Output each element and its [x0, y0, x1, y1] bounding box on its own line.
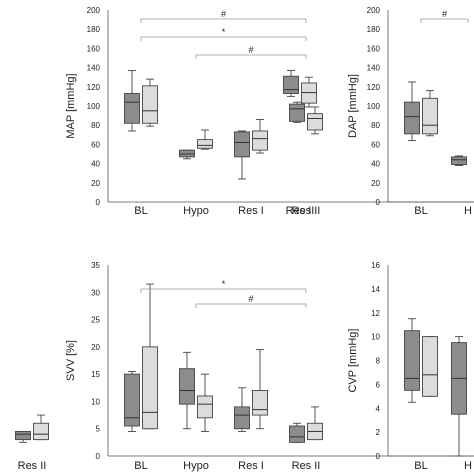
y-tick-label: 180 — [87, 25, 101, 34]
box-iqr — [124, 373, 140, 427]
y-tick-label: 60 — [91, 140, 100, 149]
box-iqr — [404, 330, 420, 391]
y-tick-label: 140 — [87, 64, 101, 73]
y-tick-label: 0 — [376, 198, 381, 207]
box-iqr — [234, 406, 250, 430]
x-category-label: BL — [414, 460, 427, 472]
y-tick-label: 25 — [91, 316, 100, 325]
y-tick-label: 20 — [91, 179, 100, 188]
x-category-label: BL — [414, 205, 427, 217]
box-iqr — [422, 97, 438, 135]
panel-top-left: Res II — [283, 70, 317, 217]
panel-top-right: 0 20 40 60 80 100 120 140 160 180 200 DAP [mmHg] BL H… — [347, 6, 474, 217]
box-iqr — [234, 131, 250, 158]
y-tick-label: 80 — [91, 121, 100, 130]
significance-bracket — [195, 303, 307, 308]
box-iqr — [252, 390, 268, 416]
box-iqr — [142, 85, 158, 124]
y-tick-label: 14 — [371, 285, 380, 294]
significance-marker: # — [248, 45, 253, 55]
y-tick-label: 120 — [87, 83, 101, 92]
x-category-label: Hypo — [183, 460, 209, 472]
box-iqr — [142, 346, 158, 430]
y-tick-label: 20 — [91, 343, 100, 352]
y-axis-label: SVV [%] — [65, 340, 77, 381]
y-tick-label: 200 — [87, 6, 101, 15]
x-category-label: Res II — [18, 460, 47, 472]
x-category-label: Hypo — [183, 205, 209, 217]
y-tick-label: 0 — [376, 452, 381, 461]
box-iqr — [283, 75, 299, 94]
significance-marker: # — [442, 9, 447, 19]
x-category-label: BL — [134, 460, 147, 472]
y-tick-label: 5 — [96, 425, 101, 434]
x-category-label: Res II — [292, 205, 321, 217]
y-tick-label: 0 — [96, 452, 101, 461]
box-iqr — [422, 336, 438, 397]
significance-bracket — [140, 18, 307, 23]
significance-marker: # — [221, 9, 226, 19]
y-tick-label: 10 — [371, 333, 380, 342]
y-tick-label: 8 — [376, 357, 381, 366]
box-iqr — [124, 93, 140, 124]
y-tick-label: 140 — [367, 64, 381, 73]
significance-marker: * — [222, 279, 226, 289]
x-category-label: H — [464, 460, 472, 472]
box-iqr — [404, 101, 420, 135]
x-category-label: BL — [134, 205, 147, 217]
box-iqr — [179, 368, 195, 405]
y-tick-label: 20 — [371, 179, 380, 188]
box-iqr — [289, 425, 305, 443]
y-tick-label: 35 — [91, 261, 100, 270]
y-tick-label: 180 — [367, 25, 381, 34]
y-tick-label: 0 — [96, 198, 101, 207]
box-iqr — [197, 139, 213, 149]
box-iqr — [197, 395, 213, 419]
box-iqr — [15, 430, 31, 441]
y-tick-label: 4 — [376, 404, 381, 413]
y-tick-label: 16 — [371, 261, 380, 270]
significance-bracket — [140, 36, 307, 41]
box-iqr — [33, 422, 49, 441]
y-tick-label: 15 — [91, 370, 100, 379]
box-iqr — [289, 103, 305, 122]
x-category-label: H — [464, 205, 472, 217]
significance-marker: * — [222, 27, 226, 37]
y-tick-label: 2 — [376, 428, 381, 437]
y-tick-label: 40 — [371, 160, 380, 169]
y-tick-label: 6 — [376, 380, 381, 389]
x-category-label: Res II — [292, 460, 321, 472]
y-tick-label: 100 — [367, 102, 381, 111]
y-tick-label: 200 — [367, 6, 381, 15]
significance-bracket — [140, 288, 307, 293]
box-iqr — [307, 113, 323, 131]
y-tick-label: 12 — [371, 309, 380, 318]
y-axis-label: MAP [mmHg] — [65, 73, 77, 138]
x-category-label: Res II — [286, 205, 315, 217]
y-tick-label: 160 — [87, 44, 101, 53]
box-iqr — [451, 156, 467, 166]
significance-bracket — [195, 54, 307, 59]
y-axis-label: CVP [mmHg] — [347, 329, 359, 393]
y-tick-label: 60 — [371, 140, 380, 149]
y-tick-label: 80 — [371, 121, 380, 130]
y-tick-label: 100 — [87, 102, 101, 111]
box-iqr — [252, 130, 268, 151]
panel-bottom-right: 0 2 4 6 8 10 12 14 16 CVP [mmHg] BL H — [347, 261, 474, 472]
y-tick-label: 40 — [91, 160, 100, 169]
x-category-label: Res I — [238, 205, 264, 217]
x-category-label: Res I — [238, 460, 264, 472]
significance-marker: # — [248, 294, 253, 304]
significance-bracket — [420, 18, 469, 23]
y-tick-label: 30 — [91, 288, 100, 297]
y-axis-label: DAP [mmHg] — [347, 74, 359, 138]
y-tick-label: 10 — [91, 397, 100, 406]
y-tick-label: 160 — [367, 44, 381, 53]
panel-bottom-left: Res II — [15, 414, 49, 472]
y-tick-label: 120 — [367, 83, 381, 92]
